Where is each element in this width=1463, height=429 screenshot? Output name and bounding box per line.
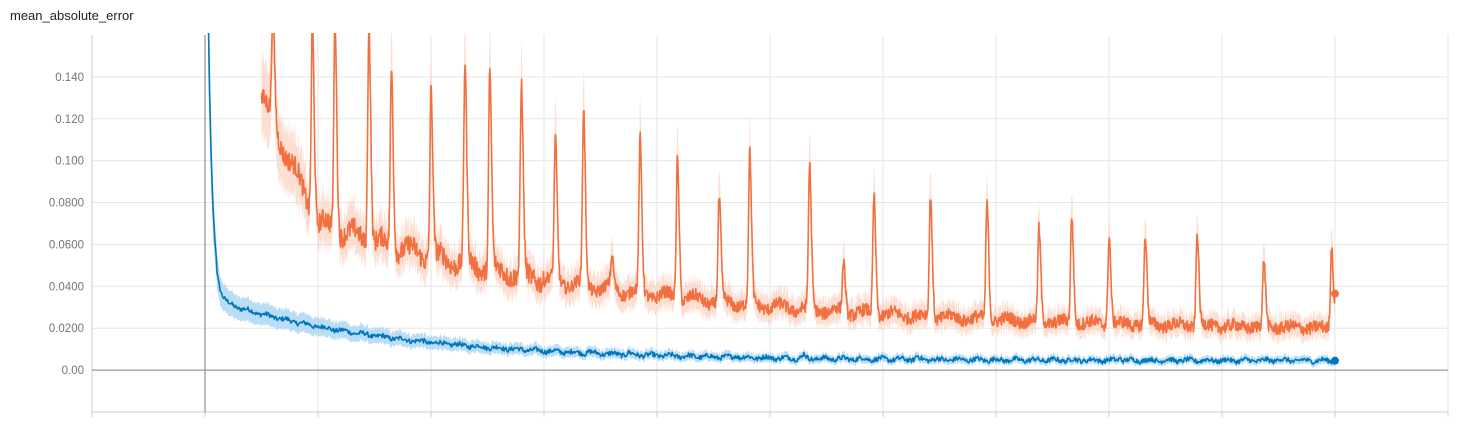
series-blue-endpoint <box>1331 356 1339 365</box>
y-tick-label: 0.120 <box>55 114 84 126</box>
y-tick-label: 0.0800 <box>49 198 84 210</box>
series-orange-band <box>261 33 1335 346</box>
series-blue-line <box>207 33 1336 365</box>
y-tick-label: 0.0400 <box>49 281 84 293</box>
chart-title: mean_absolute_error <box>10 8 134 23</box>
y-tick-label: 0.100 <box>55 156 84 168</box>
y-tick-label: 0.0600 <box>49 239 84 251</box>
series-orange-line <box>260 33 1336 336</box>
y-tick-label: 0.00 <box>62 365 84 377</box>
series-orange-endpoint <box>1331 289 1339 298</box>
y-tick-label: 0.140 <box>55 72 84 84</box>
series-blue-band <box>207 33 1335 368</box>
label-layer: 0.00 0.0200 0.0400 0.0600 0.0800 0.100 0.120 0.… <box>49 72 1339 377</box>
line-layer <box>207 33 1336 365</box>
axis-layer <box>91 35 1449 417</box>
y-tick-label: 0.0200 <box>49 323 84 335</box>
